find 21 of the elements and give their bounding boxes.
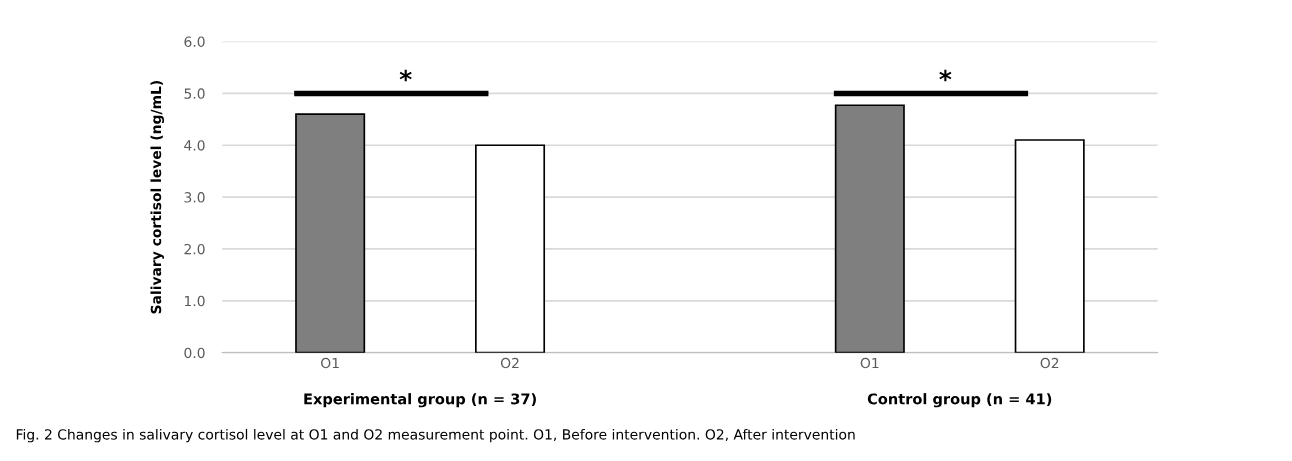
bar — [1014, 139, 1085, 353]
text: Control group (n = 41) — [867, 393, 1052, 408]
y-tick-label: 3.0 — [184, 192, 205, 203]
x-tick-label: O1 — [860, 357, 879, 369]
text: Experimental group (n = 37) — [304, 393, 536, 408]
y-tick-label: 1.0 — [185, 295, 205, 307]
y-axis-title: Salivary cortisol level (ng/mL) — [150, 80, 165, 314]
y-tick-label: 5.0 — [184, 88, 205, 99]
bar — [295, 113, 366, 353]
y-tick-label: 4.0 — [184, 140, 205, 151]
x-tick-label: O2 — [500, 357, 519, 369]
bar — [834, 104, 905, 353]
annotation: * — [399, 69, 412, 82]
annotation: * — [939, 69, 952, 82]
y-tick-label: 0.0 — [184, 347, 205, 359]
y-tick-label: 2.0 — [184, 243, 205, 255]
x-tick-label: O2 — [1040, 357, 1059, 369]
x-tick-label: O1 — [321, 357, 339, 369]
caption: Fig. 2 Changes in salivary cortisol level at O1 and O2 measurement point. O1, Before intervention. O2, After intervention — [16, 428, 855, 443]
y-tick-label: 6.0 — [184, 36, 205, 47]
bar — [475, 144, 546, 353]
